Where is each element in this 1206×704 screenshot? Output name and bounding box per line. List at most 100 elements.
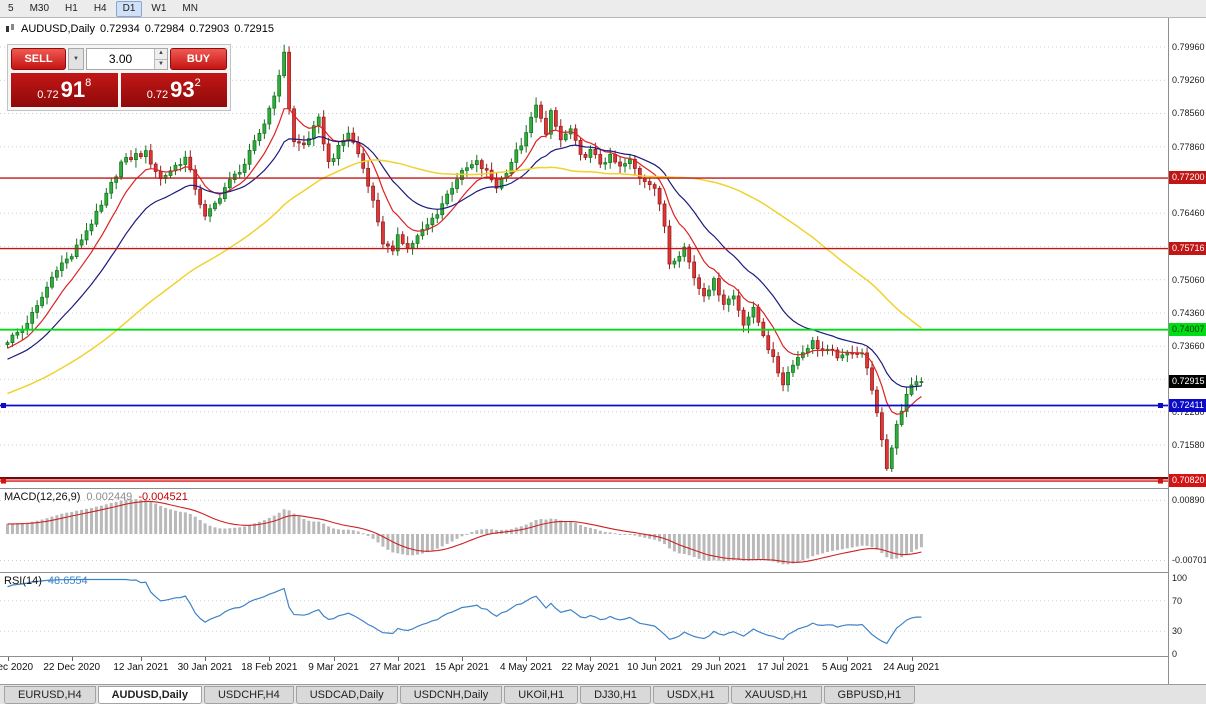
date-label: 15 Apr 2021 [435, 662, 489, 673]
date-label: 3 Dec 2020 [0, 662, 34, 673]
sell-button[interactable]: SELL [11, 48, 66, 70]
timeframe-button-5[interactable]: 5 [8, 2, 14, 14]
timeframe-toolbar: 5 M30 H1 H4 D1 W1 MN [0, 0, 1206, 18]
chart-tab-gbpusd-h1[interactable]: GBPUSD,H1 [823, 686, 916, 704]
date-tick [269, 657, 271, 661]
date-label: 17 Jul 2021 [757, 662, 809, 673]
date-label: 18 Feb 2021 [241, 662, 298, 673]
chart-tab-usdcnh-daily[interactable]: USDCNH,Daily [399, 686, 503, 704]
timeframe-button-w1[interactable]: W1 [151, 2, 167, 14]
date-tick [526, 657, 528, 661]
rsi-axis-label: 0 [1172, 649, 1178, 659]
sell-price-prefix: 0.72 [37, 89, 59, 101]
price-axis-label: 0.75060 [1172, 274, 1205, 285]
date-label: 4 May 2021 [500, 662, 553, 673]
ohlc-close: 0.72915 [234, 23, 275, 35]
date-label: 30 Jan 2021 [177, 662, 233, 673]
ohlc-open: 0.72934 [99, 23, 140, 35]
volume-increase-button[interactable]: ▲ [155, 49, 167, 60]
price-axis-label: 0.77860 [1172, 141, 1205, 152]
rsi-panel-separator[interactable] [0, 572, 1206, 573]
chart-tab-bar: EURUSD,H4 AUDUSD,Daily USDCHF,H4 USDCAD,Dai… [0, 684, 1206, 704]
date-label: 22 Dec 2020 [43, 662, 101, 673]
macd-panel-separator[interactable] [0, 488, 1206, 489]
price-axis-label: 0.79960 [1172, 42, 1205, 52]
price-axis-label: 0.78560 [1172, 108, 1205, 119]
buy-price-pips: 93 [170, 77, 195, 102]
volume-decrease-button[interactable]: ▼ [155, 59, 167, 69]
macd-label: MACD(12,26,9) 0.002449 -0.004521 [4, 491, 188, 503]
buy-price-display[interactable]: 0.72 93 2 [120, 73, 227, 107]
chart-tab-dj30-h1[interactable]: DJ30,H1 [580, 686, 651, 704]
price-axis-label: 0.79260 [1172, 75, 1205, 86]
price-chart-canvas[interactable] [0, 18, 1168, 488]
date-tick [333, 657, 335, 661]
rsi-indicator-canvas[interactable] [0, 573, 1168, 656]
rsi-title: RSI(14) [4, 575, 42, 587]
timeframe-button-mn[interactable]: MN [182, 2, 198, 14]
sell-price-point: 8 [85, 77, 92, 89]
volume-spinner: ▲ ▼ [154, 49, 167, 69]
macd-main-value: 0.002449 [86, 491, 133, 503]
chart-tab-usdchf-h4[interactable]: USDCHF,H4 [203, 686, 294, 704]
sell-price-display[interactable]: 0.72 91 8 [11, 73, 118, 107]
volume-dropdown-button[interactable]: ▼ [68, 48, 84, 70]
rsi-axis-label: 100 [1172, 573, 1188, 583]
price-level-tag: 0.70820 [1169, 474, 1206, 488]
date-label: 12 Jan 2021 [113, 662, 169, 673]
chart-tab-usdcad-daily[interactable]: USDCAD,Daily [295, 686, 398, 704]
buy-price-point: 2 [194, 77, 201, 89]
buy-button[interactable]: BUY [170, 48, 227, 70]
volume-input[interactable]: 3.00 ▲ ▼ [86, 48, 168, 70]
date-tick [71, 657, 73, 661]
macd-title: MACD(12,26,9) [4, 491, 81, 503]
date-label: 9 Mar 2021 [308, 662, 359, 673]
price-axis[interactable]: 0.79960 0.79260 0.78560 0.77860 0.76460 0.757… [1168, 18, 1206, 684]
price-level-tag: 0.74007 [1169, 322, 1206, 336]
ohlc-low: 0.72903 [189, 23, 230, 35]
price-axis-label: 0.74360 [1172, 307, 1205, 318]
one-click-trading-panel: SELL ▼ 3.00 ▲ ▼ BUY 0.72 91 8 0.72 93 2 [7, 44, 231, 111]
date-tick [205, 657, 207, 661]
price-axis-label: 0.71580 [1172, 439, 1205, 450]
date-label: 29 Jun 2021 [691, 662, 747, 673]
rsi-axis-label: 70 [1172, 595, 1183, 606]
date-label: 27 Mar 2021 [369, 662, 426, 673]
chart-tab-audusd-daily[interactable]: AUDUSD,Daily [97, 686, 202, 704]
sell-price-pips: 91 [60, 77, 86, 102]
date-axis-separator [0, 656, 1206, 657]
timeframe-button-d1[interactable]: D1 [115, 0, 143, 17]
chart-tab-xauusd-h1[interactable]: XAUUSD,H1 [730, 686, 822, 704]
timeframe-button-h1[interactable]: H1 [65, 2, 78, 14]
date-axis[interactable]: 3 Dec 2020 22 Dec 2020 12 Jan 2021 30 Jan 2… [0, 657, 1168, 684]
price-axis-label: 0.72280 [1172, 406, 1205, 417]
rsi-value: 48.6554 [47, 575, 88, 587]
chart-tab-ukoil-h1[interactable]: UKOil,H1 [504, 686, 579, 704]
date-label: 24 Aug 2021 [883, 662, 940, 673]
caret-down-icon: ▼ [73, 56, 79, 62]
chart-tab-usdx-h1[interactable]: USDX,H1 [652, 686, 729, 704]
chart-symbol-period: AUDUSD,Daily [21, 23, 95, 35]
date-label: 10 Jun 2021 [627, 662, 683, 673]
price-level-tag: 0.75716 [1169, 241, 1206, 255]
macd-indicator-canvas[interactable] [0, 489, 1168, 572]
timeframe-button-h4[interactable]: H4 [93, 2, 107, 14]
date-tick [847, 657, 849, 661]
date-tick [718, 657, 720, 661]
buy-price-prefix: 0.72 [146, 89, 169, 101]
current-price-tag: 0.72915 [1169, 374, 1206, 388]
rsi-axis-label: 30 [1172, 626, 1183, 637]
price-level-tag: 0.72411 [1169, 398, 1206, 412]
chart-title-line: AUDUSD,Daily 0.72934 0.72984 0.72903 0.7… [5, 23, 274, 35]
price-level-tag: 0.77200 [1169, 171, 1206, 185]
timeframe-button-m30[interactable]: M30 [29, 2, 50, 14]
date-tick [590, 657, 592, 661]
price-axis-label: 0.73660 [1172, 341, 1205, 352]
date-label: 5 Aug 2021 [821, 662, 873, 673]
chart-window[interactable]: AUDUSD,Daily 0.72934 0.72984 0.72903 0.7… [0, 18, 1206, 684]
chart-tab-eurusd-h4[interactable]: EURUSD,H4 [4, 686, 96, 704]
date-tick [461, 657, 463, 661]
macd-signal-value: -0.004521 [138, 491, 188, 503]
ohlc-high: 0.72984 [144, 23, 185, 35]
date-tick [654, 657, 656, 661]
